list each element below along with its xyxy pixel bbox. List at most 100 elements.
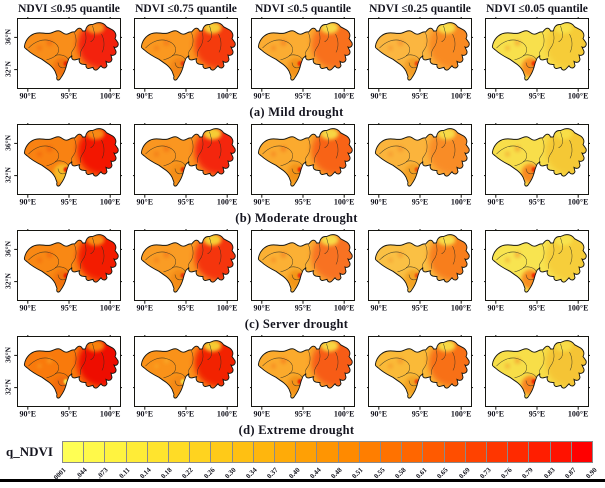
x-tick-label: 100°E xyxy=(568,304,589,313)
x-tick-label: 95°E xyxy=(178,198,195,207)
region-outline xyxy=(140,128,236,187)
map-r0c3: 90°E 95°E 100°E xyxy=(367,15,475,101)
map-panel-d4: 90°E 95°E 100°E xyxy=(367,333,475,426)
x-tick-label: 100°E xyxy=(451,410,472,419)
colorbar-cell xyxy=(105,442,127,462)
x-tick-label: 90°E xyxy=(20,198,37,207)
map-r2c2: 90°E 95°E 100°E xyxy=(250,227,358,313)
colorbar-cell xyxy=(63,442,85,462)
x-tick-label: 95°E xyxy=(529,410,546,419)
x-tick-label: 90°E xyxy=(371,410,388,419)
map-r0c2: 90°E 95°E 100°E xyxy=(250,15,358,101)
colorbar-cell xyxy=(147,442,170,462)
colorbar-cell xyxy=(169,442,191,462)
region-outline xyxy=(491,128,587,187)
axis-ticks xyxy=(367,121,475,198)
colorbar-cell xyxy=(444,442,466,462)
map-r3c2: 90°E 95°E 100°E xyxy=(250,333,358,419)
map-row-d: 90°E 95°E 100°E 36°N 32°N 90°E 95°E 100°E 90°E 95… xyxy=(0,333,605,426)
region-outline xyxy=(140,234,236,293)
axis-ticks xyxy=(484,333,592,410)
map-row-c: 90°E 95°E 100°E 36°N 32°N 90°E 95°E 100°E 90°E 95… xyxy=(0,227,605,320)
x-tick-label: 90°E xyxy=(20,92,37,101)
colorbar-label: q_NDVI xyxy=(6,444,53,459)
colorbar-cell xyxy=(253,442,276,462)
map-panel-b4: 90°E 95°E 100°E xyxy=(367,121,475,214)
y-tick-label: 36°N xyxy=(4,134,13,150)
x-tick-label: 95°E xyxy=(295,198,312,207)
map-panel-a4: 90°E 95°E 100°E xyxy=(367,15,475,108)
region-outline xyxy=(374,22,470,81)
y-tick-label: 32°N xyxy=(4,273,13,289)
x-tick-label: 100°E xyxy=(568,198,589,207)
x-tick-label: 100°E xyxy=(100,198,121,207)
map-r1c0: 90°E 95°E 100°E 36°N 32°N xyxy=(4,121,124,207)
x-tick-label: 95°E xyxy=(61,304,78,313)
x-tick-label: 95°E xyxy=(529,198,546,207)
map-r2c3: 90°E 95°E 100°E xyxy=(367,227,475,313)
x-tick-label: 95°E xyxy=(412,410,429,419)
x-tick-label: 100°E xyxy=(451,304,472,313)
region-outline xyxy=(257,128,353,187)
x-tick-label: 90°E xyxy=(488,92,505,101)
column-header: NDVI ≤0.95 quantile xyxy=(18,3,120,15)
map-panel-d1: 90°E 95°E 100°E 36°N 32°N xyxy=(3,333,124,426)
x-tick-label: 95°E xyxy=(61,92,78,101)
colorbar-cell xyxy=(423,442,445,462)
axis-ticks xyxy=(14,227,124,304)
x-tick-label: 90°E xyxy=(137,92,154,101)
x-tick-label: 90°E xyxy=(137,304,154,313)
map-panel-c2: 90°E 95°E 100°E xyxy=(133,227,241,320)
region-outline xyxy=(374,340,470,399)
x-tick-label: 100°E xyxy=(217,304,238,313)
x-tick-label: 90°E xyxy=(488,198,505,207)
map-panel-b2: 90°E 95°E 100°E xyxy=(133,121,241,214)
x-tick-label: 95°E xyxy=(412,198,429,207)
x-tick-label: 90°E xyxy=(254,92,271,101)
colorbar-cell xyxy=(232,442,254,462)
map-r1c2: 90°E 95°E 100°E xyxy=(250,121,358,207)
colorbar-cell xyxy=(487,442,509,462)
x-tick-label: 95°E xyxy=(412,304,429,313)
region-outline xyxy=(257,340,353,399)
region-outline xyxy=(140,22,236,81)
map-r3c4: 90°E 95°E 100°E xyxy=(484,333,592,419)
map-panel-b1: 90°E 95°E 100°E 36°N 32°N xyxy=(3,121,124,214)
map-r1c1: 90°E 95°E 100°E xyxy=(133,121,241,207)
axis-ticks xyxy=(484,227,592,304)
x-tick-label: 95°E xyxy=(61,198,78,207)
y-tick-label: 36°N xyxy=(4,28,13,44)
x-tick-label: 90°E xyxy=(254,410,271,419)
column-header-row: NDVI ≤0.95 quantile NDVI ≤0.75 quantile ND… xyxy=(0,2,605,17)
colorbar: q_NDVI .0001.044.073 0.11 0.14 0.18 0.22 0.26… xyxy=(0,441,605,488)
x-tick-label: 100°E xyxy=(334,410,355,419)
axis-ticks xyxy=(14,121,124,198)
colorbar-cell xyxy=(571,442,593,462)
colorbar-cell xyxy=(359,442,382,462)
x-tick-label: 95°E xyxy=(61,410,78,419)
x-tick-label: 100°E xyxy=(334,304,355,313)
map-r0c1: 90°E 95°E 100°E xyxy=(133,15,241,101)
x-tick-label: 90°E xyxy=(137,198,154,207)
x-tick-label: 90°E xyxy=(488,410,505,419)
colorbar-gradient xyxy=(62,441,593,463)
region-outline xyxy=(23,128,119,187)
map-r2c4: 90°E 95°E 100°E xyxy=(484,227,592,313)
row-caption: (a) Mild drought xyxy=(249,105,344,119)
x-tick-label: 100°E xyxy=(100,92,121,101)
x-tick-label: 90°E xyxy=(20,304,37,313)
y-tick-label: 32°N xyxy=(4,61,13,77)
colorbar-cell xyxy=(317,442,339,462)
x-tick-label: 100°E xyxy=(334,92,355,101)
x-tick-label: 100°E xyxy=(217,410,238,419)
row-caption: (d) Extreme drought xyxy=(238,423,355,437)
region-outline xyxy=(257,234,353,293)
colorbar-cell xyxy=(550,442,572,462)
region-outline xyxy=(374,128,470,187)
x-tick-label: 100°E xyxy=(100,410,121,419)
x-tick-label: 100°E xyxy=(568,410,589,419)
colorbar-cell xyxy=(381,442,403,462)
colorbar-tick-labels: .0001.044.073 0.11 0.14 0.18 0.22 0.26 0.30 0.3… xyxy=(51,463,599,488)
y-tick-label: 36°N xyxy=(4,240,13,256)
